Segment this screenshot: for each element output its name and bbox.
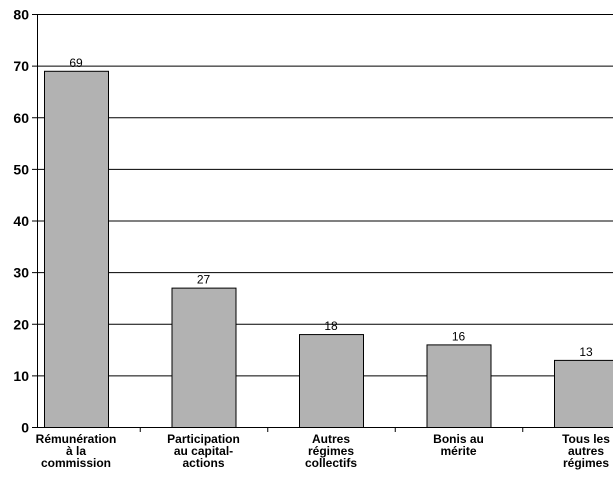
category-label-line: Tous les: [562, 432, 610, 446]
category-label-line: commission: [41, 456, 111, 470]
bar: [299, 334, 364, 429]
y-tick-label: 20: [13, 316, 29, 332]
category-label-line: Autres: [312, 432, 350, 446]
gridlines: [37, 14, 613, 377]
category-label: Rémunération à la commission: [36, 432, 117, 470]
category-label: Autres régimes collectifs: [305, 432, 357, 470]
category-label-line: mérite: [440, 444, 476, 458]
category-label: Tous les autres régimes: [562, 432, 610, 470]
category-label-line: Participation: [167, 432, 240, 446]
category-label-line: actions: [182, 456, 224, 470]
data-label: 69: [69, 56, 83, 70]
bars: [44, 70, 613, 432]
data-label: 13: [579, 345, 593, 359]
category-label-line: au capital-: [174, 444, 233, 458]
y-tick-label: 10: [13, 368, 29, 384]
category-label-line: régimes: [563, 456, 609, 470]
category-label-line: collectifs: [305, 456, 357, 470]
category-label-line: régimes: [308, 444, 354, 458]
y-tick-label: 0: [21, 420, 29, 436]
y-tick-label: 80: [13, 7, 29, 23]
category-label-line: Bonis au: [433, 432, 484, 446]
category-label-line: autres: [568, 444, 604, 458]
category-label-line: Rémunération: [36, 432, 117, 446]
y-tick-label: 30: [13, 265, 29, 281]
y-tick-label: 40: [13, 213, 29, 229]
y-axis-ticks: 0 10 20 30 40 50 60 70 80: [13, 7, 37, 436]
y-tick-label: 70: [13, 58, 29, 74]
data-labels: 69 27 18 16 13: [69, 56, 593, 359]
category-label-line: à la: [66, 444, 86, 458]
bar: [44, 70, 109, 428]
category-label: Bonis au mérite: [433, 432, 484, 458]
bar: [171, 287, 237, 428]
data-label: 27: [197, 273, 211, 287]
y-tick-label: 50: [13, 161, 29, 177]
data-label: 16: [452, 329, 466, 343]
category-label: Participation au capital-actions: [167, 432, 240, 470]
bar: [554, 359, 613, 429]
bar: [426, 344, 492, 428]
data-label: 18: [324, 319, 338, 333]
y-tick-label: 60: [13, 110, 29, 126]
